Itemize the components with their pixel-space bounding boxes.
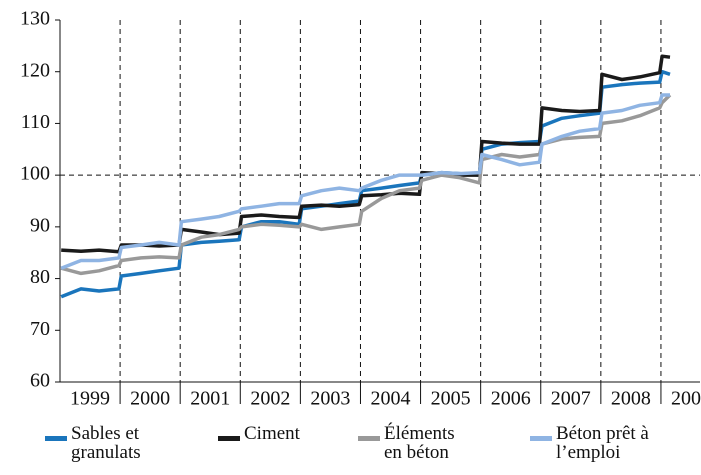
x-tick-label: 2006	[491, 388, 531, 410]
y-tick-label: 120	[20, 59, 50, 81]
x-tick-label: 2005	[431, 388, 471, 410]
x-tick-label: 2004	[371, 388, 411, 410]
y-tick-label: 130	[20, 8, 50, 30]
legend-swatch	[218, 436, 240, 441]
legend-label: Éléments en béton	[384, 423, 455, 463]
series-line	[60, 69, 671, 299]
x-tick-label: 2007	[551, 388, 591, 410]
x-tick-label: 2002	[250, 388, 290, 410]
x-tick-label: 2003	[310, 388, 350, 410]
y-tick-label: 110	[21, 111, 50, 133]
x-tick-label: 2008	[611, 388, 651, 410]
legend-entry: Béton prêt à l’emploi	[530, 424, 649, 462]
x-tick-label: 2000	[130, 388, 170, 410]
legend: Sables et granulats Ciment Éléments en bét…	[0, 424, 701, 475]
y-tick-label: 70	[30, 318, 50, 340]
x-tick-label: 2001	[190, 388, 230, 410]
series-line	[60, 93, 670, 270]
y-tick-label: 80	[30, 266, 50, 288]
x-tick-label: 2009	[671, 388, 701, 410]
series-line	[61, 54, 671, 254]
legend-entry: Sables et granulats	[45, 424, 141, 462]
x-tick-label: 1999	[70, 388, 110, 410]
legend-swatch	[45, 436, 67, 441]
y-tick-label: 90	[30, 214, 50, 236]
legend-label: Ciment	[244, 423, 300, 444]
y-tick-label: 100	[20, 163, 50, 185]
legend-entry: Ciment	[218, 424, 300, 443]
chart: 60 70 80 90 100 110 120 130 1999 2000 2001 2002 2003…	[20, 8, 701, 410]
legend-label: Béton prêt à l’emploi	[556, 423, 649, 463]
legend-swatch	[358, 436, 380, 441]
series-line	[60, 93, 672, 276]
legend-entry: Éléments en béton	[358, 424, 455, 462]
legend-label: Sables et granulats	[71, 423, 141, 463]
y-tick-label: 60	[30, 370, 50, 392]
legend-swatch	[530, 436, 552, 441]
